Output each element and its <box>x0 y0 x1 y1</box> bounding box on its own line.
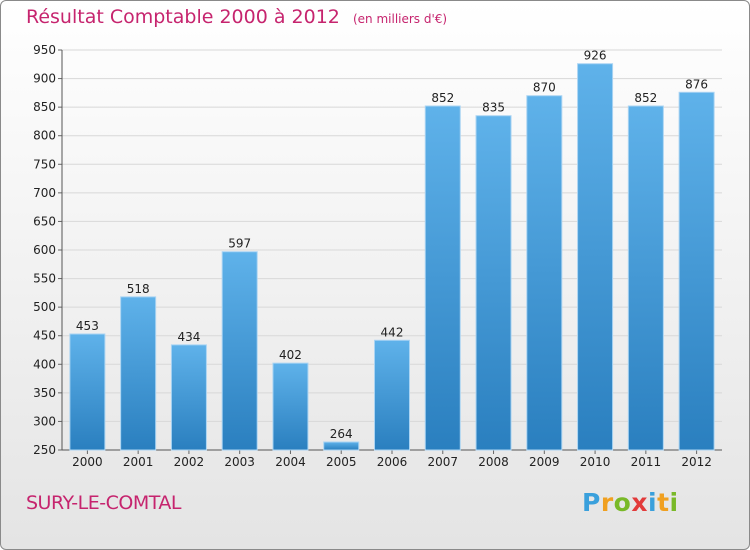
x-tick-label: 2002 <box>174 455 205 469</box>
bar <box>424 105 461 451</box>
x-tick-label: 2001 <box>123 455 154 469</box>
x-tick-label: 2007 <box>427 455 458 469</box>
y-tick-label: 800 <box>33 129 56 143</box>
y-tick-label: 550 <box>33 272 56 286</box>
x-tick-label: 2011 <box>631 455 662 469</box>
y-tick-label: 600 <box>33 243 56 257</box>
y-tick-label: 500 <box>33 300 56 314</box>
bar <box>221 251 258 451</box>
y-tick-label: 400 <box>33 357 56 371</box>
chart-subtitle: (en milliers d'€) <box>352 12 448 26</box>
chart-title-area: Résultat Comptable 2000 à 2012 (en milli… <box>26 6 447 28</box>
x-tick-label: 2004 <box>275 455 306 469</box>
data-label: 518 <box>127 282 150 296</box>
y-tick-label: 350 <box>33 386 56 400</box>
bar <box>272 362 309 451</box>
data-label: 876 <box>685 77 708 91</box>
data-label: 835 <box>482 101 505 115</box>
x-tick-label: 2012 <box>681 455 712 469</box>
chart-title: Résultat Comptable 2000 à 2012 <box>26 6 340 28</box>
x-tick-label: 2008 <box>478 455 509 469</box>
data-label: 264 <box>330 427 353 441</box>
commune-name: SURY-LE-COMTAL <box>26 492 181 514</box>
data-label: 926 <box>584 49 607 63</box>
y-tick-label: 250 <box>33 443 56 457</box>
bar <box>120 296 157 451</box>
bar <box>170 344 207 451</box>
data-label: 852 <box>431 91 454 105</box>
data-label: 434 <box>177 330 200 344</box>
x-tick-label: 2010 <box>580 455 611 469</box>
logo-letter: i <box>669 488 679 517</box>
bar <box>577 63 614 451</box>
bar <box>475 115 512 451</box>
data-label: 870 <box>533 81 556 95</box>
x-tick-label: 2000 <box>72 455 103 469</box>
data-label: 402 <box>279 348 302 362</box>
x-tick-label: 2003 <box>224 455 255 469</box>
logo-letter: P <box>582 488 601 517</box>
bars-layer <box>69 63 715 451</box>
logo-letter: i <box>648 488 658 517</box>
data-label: 453 <box>76 319 99 333</box>
y-tick-label: 900 <box>33 72 56 86</box>
bar <box>526 95 563 451</box>
logo-letter: r <box>600 488 614 517</box>
y-tick-label: 300 <box>33 414 56 428</box>
x-tick-label: 2009 <box>529 455 560 469</box>
y-tick-label: 450 <box>33 329 56 343</box>
y-tick-label: 650 <box>33 214 56 228</box>
bar <box>627 105 664 451</box>
y-tick-label: 700 <box>33 186 56 200</box>
bar <box>69 333 106 451</box>
bar <box>374 339 410 451</box>
y-tick-label: 950 <box>33 43 56 57</box>
data-label: 852 <box>634 91 657 105</box>
data-label: 442 <box>381 325 404 339</box>
bar <box>323 441 360 451</box>
x-tick-label: 2005 <box>326 455 357 469</box>
proxiti-logo[interactable]: Proxiti <box>582 488 679 517</box>
logo-letter: t <box>657 488 670 517</box>
data-labels-layer: 453 518 434 597 402 264 442 852 835 870 926 852 876 <box>76 49 708 441</box>
logo-letter: o <box>613 488 632 517</box>
x-tick-label: 2006 <box>377 455 408 469</box>
data-label: 597 <box>228 237 251 251</box>
logo-letter: x <box>631 488 648 517</box>
bar <box>678 91 715 451</box>
y-tick-label: 750 <box>33 157 56 171</box>
y-tick-label: 850 <box>33 100 56 114</box>
